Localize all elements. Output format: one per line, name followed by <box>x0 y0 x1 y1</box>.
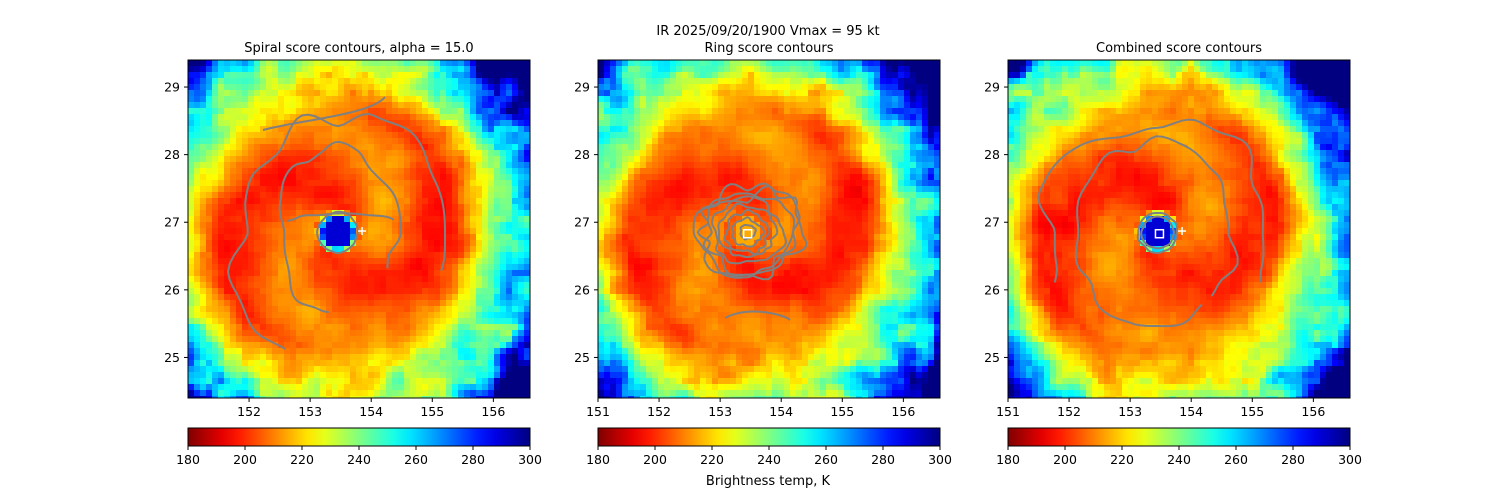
y-tick-label: 25 <box>984 350 1000 365</box>
x-tick-label: 153 <box>298 404 322 419</box>
colorbar-tick-label: 240 <box>757 452 781 467</box>
x-tick-label: 152 <box>237 404 261 419</box>
axes-frame <box>187 59 531 399</box>
x-tick-label: 153 <box>708 404 732 419</box>
suptitle: IR 2025/09/20/1900 Vmax = 95 kt <box>656 24 879 39</box>
colorbar-tick-label: 240 <box>1167 452 1191 467</box>
colorbar-tick-label: 200 <box>233 452 257 467</box>
colorbar-tick-label: 280 <box>871 452 895 467</box>
colorbar-tick-label: 300 <box>518 452 542 467</box>
score-contours <box>1037 118 1265 328</box>
x-tick-label: 153 <box>1118 404 1142 419</box>
y-tick-label: 29 <box>984 80 1000 95</box>
panel-title: Combined score contours <box>1096 41 1262 56</box>
contour-line <box>1140 215 1175 250</box>
colorbar-tick-label: 220 <box>290 452 314 467</box>
x-tick-label: 156 <box>481 404 505 419</box>
center-marker-plus <box>358 227 367 236</box>
brightness-heatmap <box>1008 60 1350 398</box>
y-tick-label: 25 <box>164 350 180 365</box>
axes-frame <box>597 59 941 399</box>
y-tick-label: 29 <box>164 80 180 95</box>
brightness-heatmap <box>598 60 940 398</box>
panel-title: Ring score contours <box>704 41 833 56</box>
y-tick-label: 28 <box>984 147 1000 162</box>
colorbar-tick-label: 180 <box>586 452 610 467</box>
contour-line <box>723 208 771 256</box>
x-tick-label: 155 <box>420 404 444 419</box>
contour-line <box>262 96 386 131</box>
y-tick-label: 29 <box>574 80 590 95</box>
contour-line <box>316 210 359 255</box>
contour-line <box>226 112 446 350</box>
x-tick-label: 156 <box>891 404 915 419</box>
colorbar-tick-label: 280 <box>1281 452 1305 467</box>
x-tick-label: 151 <box>996 404 1020 419</box>
colorbar-tick-label: 200 <box>1053 452 1077 467</box>
contour-line <box>278 140 402 313</box>
y-tick-label: 27 <box>984 215 1000 230</box>
axes-frame <box>1007 59 1351 399</box>
panel-3: Combined score contours 151 152 153 154 155 15… <box>984 41 1362 467</box>
center-marker-square <box>742 228 753 239</box>
colorbar-tick-label: 240 <box>347 452 371 467</box>
x-tick-label: 154 <box>1179 404 1203 419</box>
colorbar-tick-label: 260 <box>814 452 838 467</box>
panel-2: Ring score contours 151 152 153 154 155 156 25 2… <box>574 41 952 467</box>
center-marker-square <box>1154 228 1165 239</box>
contour-line <box>1074 135 1239 328</box>
y-tick-label: 27 <box>164 215 180 230</box>
contour-line <box>702 192 797 277</box>
x-tick-label: 151 <box>586 404 610 419</box>
colorbar <box>187 427 531 447</box>
contour-line <box>717 202 779 259</box>
colorbar-tick-label: 260 <box>404 452 428 467</box>
colorbar-tick-label: 220 <box>1110 452 1134 467</box>
y-tick-label: 28 <box>574 147 590 162</box>
contour-line <box>286 212 395 223</box>
x-tick-label: 156 <box>1301 404 1325 419</box>
center-marker-plus <box>1178 227 1187 236</box>
colorbar <box>1007 427 1351 447</box>
colorbar-tick-label: 280 <box>461 452 485 467</box>
y-tick-label: 26 <box>984 282 1000 297</box>
contour-line <box>710 195 788 265</box>
contour-line <box>724 310 791 321</box>
x-tick-label: 155 <box>830 404 854 419</box>
x-tick-label: 155 <box>1240 404 1264 419</box>
y-tick-label: 28 <box>164 147 180 162</box>
contour-line <box>1136 212 1179 255</box>
x-tick-label: 154 <box>359 404 383 419</box>
y-tick-label: 26 <box>164 282 180 297</box>
colorbar-tick-label: 300 <box>1338 452 1362 467</box>
colorbar-tick-label: 180 <box>176 452 200 467</box>
colorbar-tick-label: 300 <box>928 452 952 467</box>
score-contours <box>692 182 808 321</box>
colorbar-tick-label: 260 <box>1224 452 1248 467</box>
colorbar-tick-label: 180 <box>996 452 1020 467</box>
panel-title: Spiral score contours, alpha = 15.0 <box>244 41 473 56</box>
brightness-heatmap <box>188 60 530 398</box>
colorbar-tick-label: 220 <box>700 452 724 467</box>
panel-1: Spiral score contours, alpha = 15.0 152 15… <box>164 41 542 467</box>
x-tick-label: 154 <box>769 404 793 419</box>
colorbar <box>597 427 941 447</box>
score-contours <box>226 96 446 350</box>
y-tick-label: 27 <box>574 215 590 230</box>
y-tick-label: 25 <box>574 350 590 365</box>
contour-line <box>1037 118 1265 283</box>
colorbar-tick-label: 200 <box>643 452 667 467</box>
x-tick-label: 152 <box>1057 404 1081 419</box>
x-tick-label: 152 <box>647 404 671 419</box>
y-tick-label: 26 <box>574 282 590 297</box>
contour-line <box>730 216 766 248</box>
contour-line <box>696 184 808 281</box>
colorbar-label: Brightness temp, K <box>706 474 831 489</box>
